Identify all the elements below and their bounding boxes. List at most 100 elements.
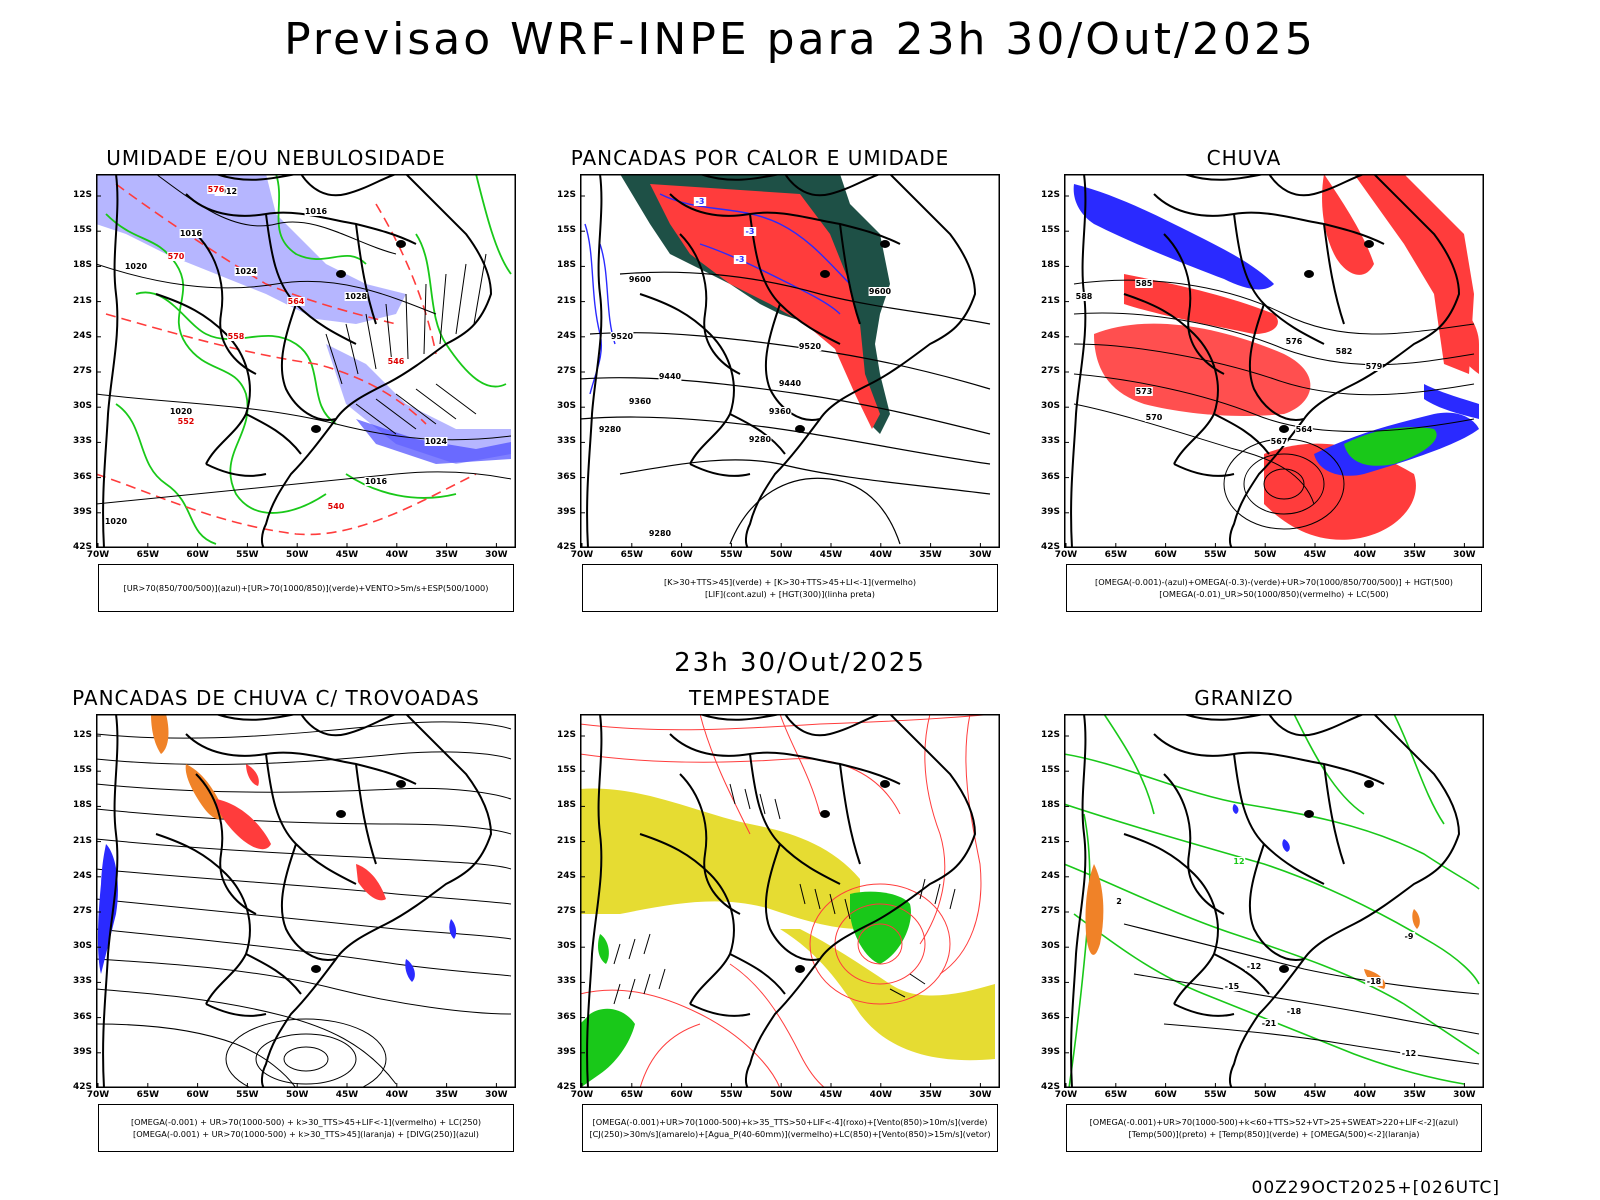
contour-label: 1020: [105, 517, 128, 526]
panel-title: GRANIZO: [1194, 686, 1294, 710]
lon-tick-label: 60W: [670, 550, 693, 560]
lon-tick-label: 40W: [869, 550, 893, 560]
lat-tick-label: 27S: [556, 366, 576, 376]
lon-tick-label: 35W: [435, 1090, 458, 1100]
state-border: [155, 833, 251, 1005]
lat-tick-label: 27S: [1040, 906, 1060, 916]
legend-line: [OMEGA(-0.001) + UR>70(1000-500) + k>30_…: [133, 1129, 479, 1139]
lat-tick-label: 24S: [1040, 330, 1060, 341]
lat-tick-label: 36S: [556, 1011, 576, 1022]
contour-label-bg: [167, 252, 185, 261]
map-area: -9 -12 -15 -18 -21 -12 -18 12 2 12S 15S 18S 21S 24S 2…: [1041, 713, 1484, 1100]
contour-label: 9280: [649, 529, 672, 538]
lat-tick-label: 30S: [556, 941, 576, 952]
lat-tick-label: 27S: [72, 906, 92, 916]
lon-tick-label: 40W: [1353, 550, 1377, 560]
lat-tick-label: 39S: [72, 1046, 92, 1057]
contour-label-bg: [648, 529, 672, 538]
contour-label-bg: [1135, 279, 1153, 288]
contour-label: 582: [1336, 347, 1353, 356]
lake-marker: [795, 965, 805, 973]
contour-label-bg: [1260, 1019, 1278, 1028]
contour-label-bg: [207, 185, 225, 194]
state-border: [1213, 953, 1270, 995]
state-border: [1163, 773, 1225, 915]
map-frame: [1064, 714, 1484, 1088]
state-border: [749, 753, 841, 885]
contour-label: 9440: [779, 379, 802, 388]
contour-label-bg: [1365, 977, 1383, 986]
panel-granizo: GRANIZO: [1004, 686, 1484, 1152]
lat-tick-label: 30S: [1040, 941, 1060, 952]
map-frame: [1064, 174, 1484, 548]
lon-tick-label: 35W: [435, 550, 458, 560]
state-border: [1323, 223, 1345, 325]
lat-tick-label: 12S: [72, 730, 92, 740]
contour-label: 9520: [611, 332, 634, 341]
contour-label: 552: [178, 417, 195, 426]
map-area: 9600 9600 9520 9520 9440 9440 9360 9360 9280 9280…: [557, 173, 1000, 560]
divergence-blue-shading: [97, 844, 457, 982]
lon-tick-label: 55W: [720, 550, 743, 560]
contour-label: 579: [1366, 362, 1383, 371]
state-border: [195, 233, 257, 375]
legend-line: [OMEGA(-0.01)_UR>50(1000/850)(vermelho) …: [1159, 589, 1389, 599]
state-border: [764, 303, 821, 421]
map-frame: [580, 714, 1000, 1088]
state-border: [679, 773, 741, 915]
lon-tick-label: 70W: [1054, 1090, 1078, 1100]
state-border: [1248, 843, 1305, 961]
state-border: [729, 953, 786, 995]
lat-tick-label: 39S: [556, 1046, 576, 1057]
lat-tick-label: 39S: [1040, 506, 1060, 517]
panel-title: PANCADAS DE CHUVA C/ TROVOADAS: [72, 686, 480, 710]
contour-label-bg: [1285, 337, 1303, 346]
map-umidade: 1012 1016 1016 1020 1024 1028 1020 1024 1016 1020…: [95, 173, 516, 549]
lat-tick-label: 27S: [556, 906, 576, 916]
lon-tick-label: 40W: [869, 1090, 893, 1100]
lake-marker: [1364, 780, 1374, 788]
legend-line: [LIF](cont.azul) + [HGT(300)](linha pret…: [704, 589, 876, 599]
lon-tick-label: 30W: [969, 1090, 992, 1100]
contour-label: -3: [696, 197, 705, 206]
map-tempestade: [579, 713, 1000, 1089]
lon-tick-label: 65W: [136, 1090, 160, 1100]
contour-label-bg: [327, 502, 345, 511]
contour-label: 9360: [769, 407, 792, 416]
lake-marker: [311, 425, 321, 433]
lat-tick-label: 15S: [72, 765, 92, 776]
state-border: [1173, 1003, 1235, 1017]
lon-tick-label: 65W: [620, 550, 644, 560]
contour-label-bg: [1285, 1007, 1303, 1016]
state-border: [205, 463, 267, 477]
panel-title: TEMPESTADE: [689, 686, 831, 710]
panel-pancadas-calor: PANCADAS POR CALOR E UMIDADE: [520, 146, 1000, 612]
contour-label: 573: [1136, 387, 1153, 396]
lon-tick-label: 60W: [186, 550, 209, 560]
state-border: [1070, 173, 1087, 549]
lat-tick-label: 33S: [72, 436, 92, 447]
lon-tick-label: 45W: [819, 1090, 843, 1100]
lat-tick-label: 18S: [72, 260, 92, 271]
contour-label: 2: [1116, 897, 1122, 906]
state-border: [1123, 833, 1219, 1005]
lat-tick-label: 39S: [72, 506, 92, 517]
map-frame: [580, 174, 1000, 548]
lat-tick-label: 12S: [556, 190, 576, 200]
coastline-borders: [102, 713, 493, 1089]
contour-label-bg: [1232, 857, 1246, 866]
contour-label: 1016: [180, 229, 203, 238]
contour-label: 1016: [305, 207, 328, 216]
legend-box: [UR>70(850/700/500)](azul)+[UR>70(1000/8…: [98, 564, 514, 612]
lon-tick-label: 35W: [1403, 1090, 1426, 1100]
state-border: [1323, 763, 1345, 865]
state-border: [639, 293, 735, 465]
lake-marker: [336, 270, 346, 278]
contour-label: 588: [1076, 292, 1093, 301]
lon-tick-label: 50W: [285, 1090, 309, 1100]
state-border: [679, 233, 741, 375]
lon-tick-label: 45W: [335, 550, 359, 560]
lon-tick-label: 30W: [1453, 1090, 1476, 1100]
lat-tick-label: 12S: [1040, 190, 1060, 200]
lat-tick-label: 18S: [1040, 260, 1060, 271]
